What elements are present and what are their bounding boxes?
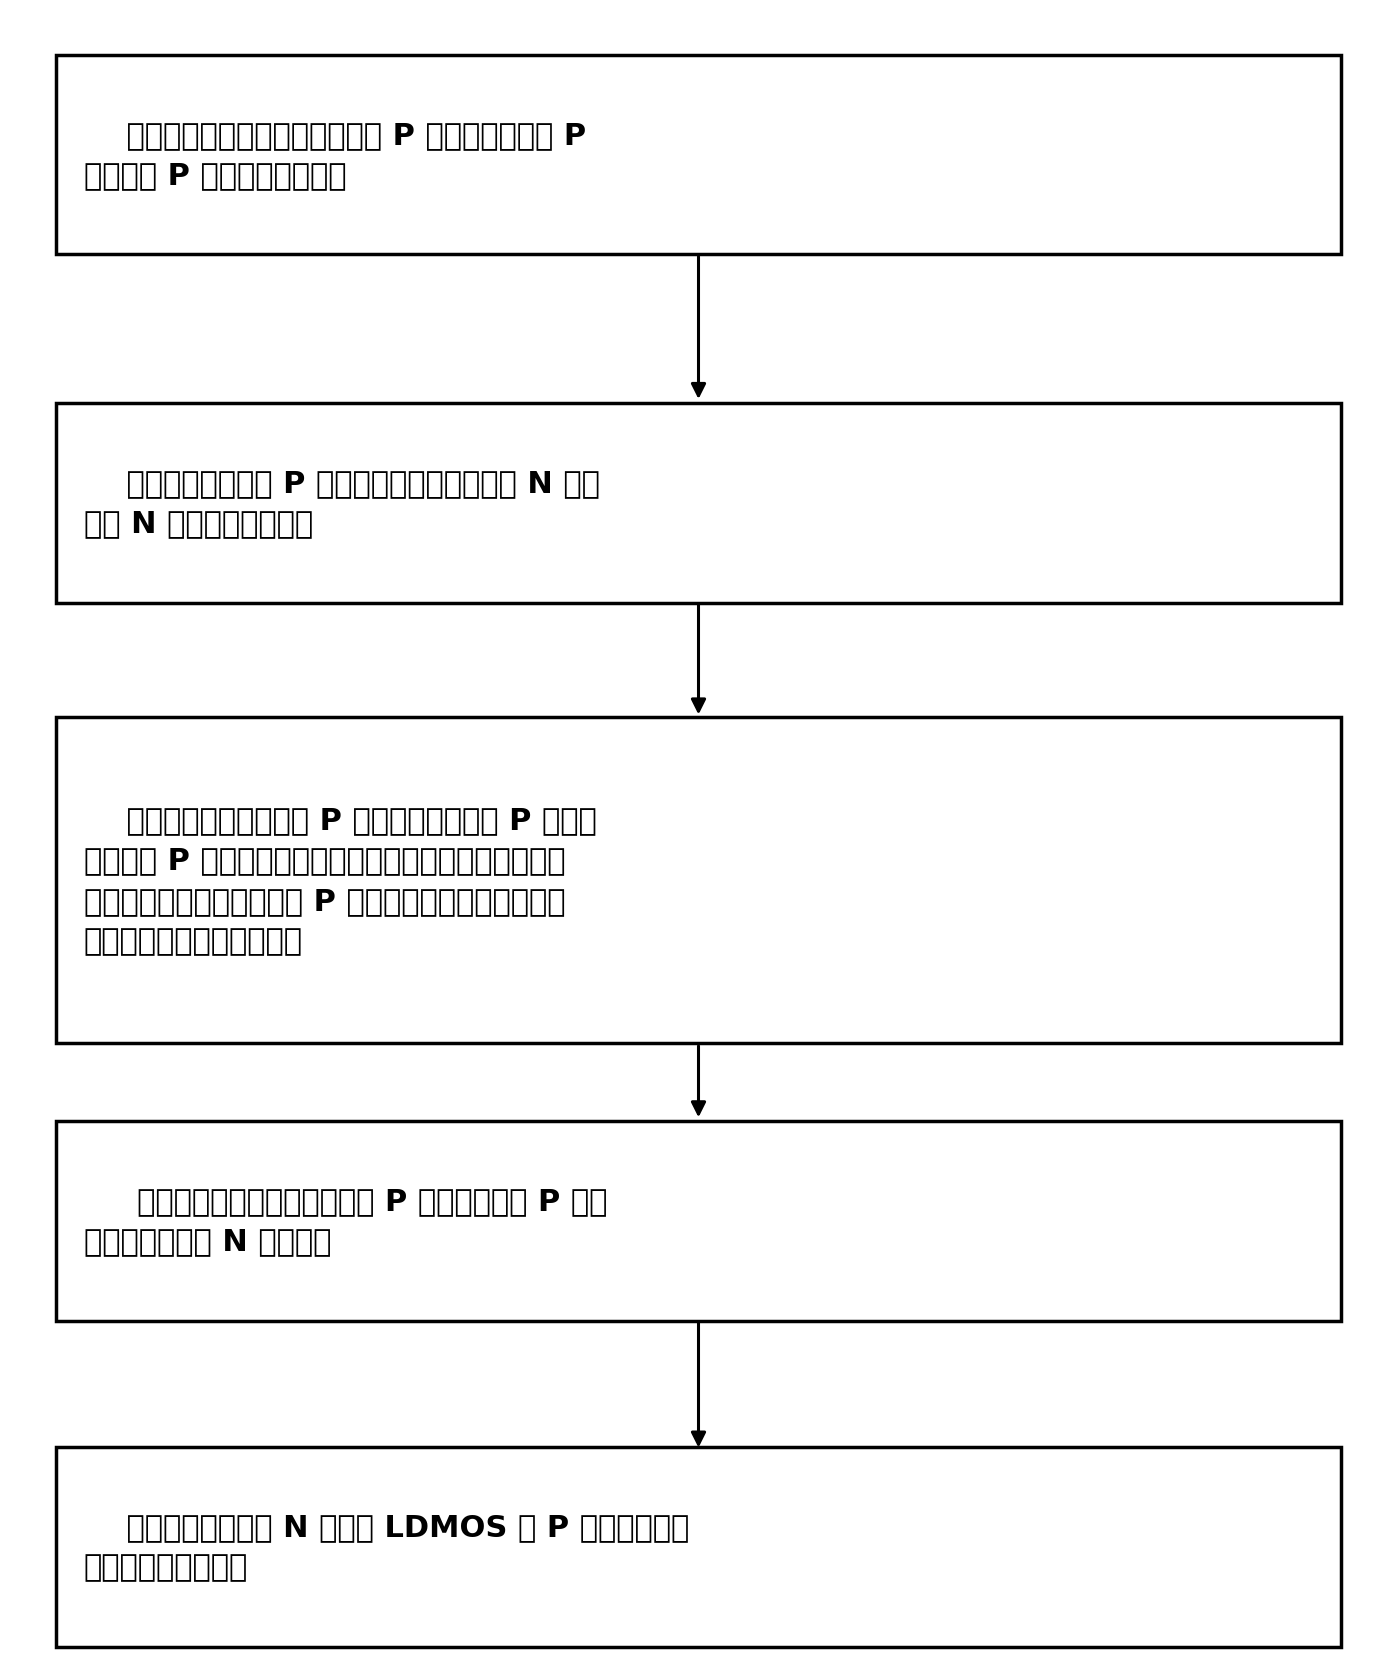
Text: 步骤四、进行退火推进，形成 P 型沉阱和在各 P 型外
延层界面处形成 N 型埋层。: 步骤四、进行退火推进，形成 P 型沉阱和在各 P 型外 延层界面处形成 N 型埋…	[84, 1186, 608, 1257]
FancyBboxPatch shape	[56, 1446, 1341, 1646]
FancyBboxPatch shape	[56, 55, 1341, 255]
Text: 步骤五、形成所述 N 型射频 LDMOS 的 P 阱、漂移区、
源极、栅极、漏极。: 步骤五、形成所述 N 型射频 LDMOS 的 P 阱、漂移区、 源极、栅极、漏极…	[84, 1512, 689, 1581]
FancyBboxPatch shape	[56, 717, 1341, 1043]
FancyBboxPatch shape	[56, 1121, 1341, 1320]
Text: 步骤三、生长多层中间 P 型外延层和最顶层 P 型外延
层。中间 P 型外延层生长后都重复步骤一和步骤二的注入
工艺进行离子注入；最顶层 P 型外延层生长后重复: 步骤三、生长多层中间 P 型外延层和最顶层 P 型外延 层。中间 P 型外延层生…	[84, 805, 597, 956]
Text: 步骤一、在硅衬底上形成第一层 P 型外延层并进行 P
型沉阱的 P 型杂质离子注入。: 步骤一、在硅衬底上形成第一层 P 型外延层并进行 P 型沉阱的 P 型杂质离子注…	[84, 121, 585, 190]
FancyBboxPatch shape	[56, 403, 1341, 603]
Text: 步骤二、在第一层 P 型外延层的全部区域进行 N 型埋
层的 N 型杂质离子注入。: 步骤二、在第一层 P 型外延层的全部区域进行 N 型埋 层的 N 型杂质离子注入…	[84, 469, 599, 538]
